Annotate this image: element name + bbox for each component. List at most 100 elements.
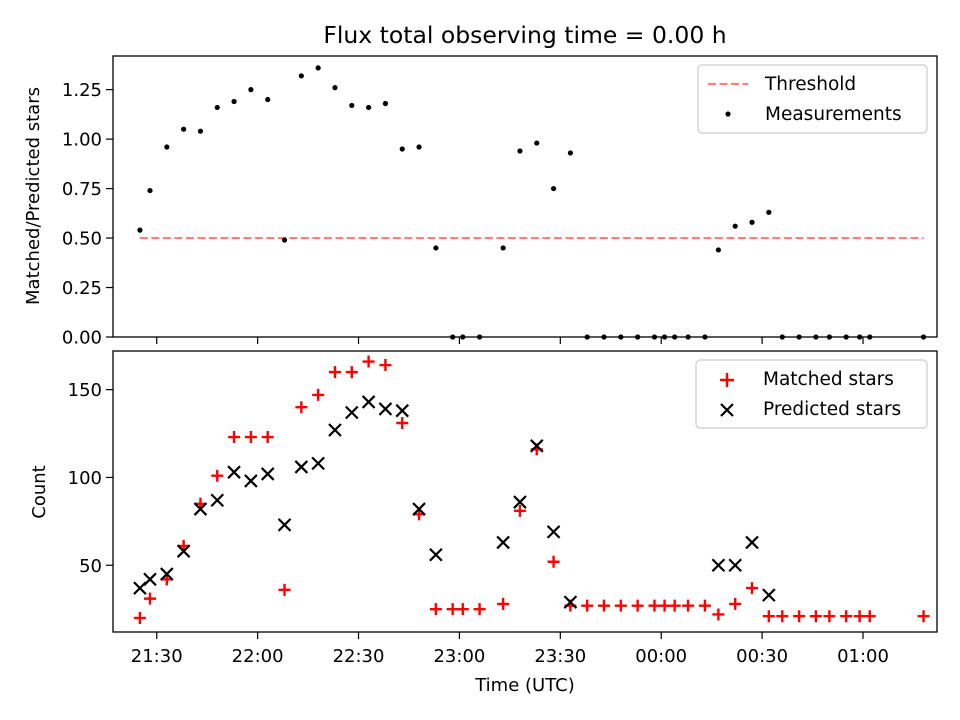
matched-stars-point xyxy=(473,603,486,616)
matched-stars-point xyxy=(668,599,681,612)
matched-stars-point xyxy=(497,597,510,610)
ratio-y-tick-label: 1.25 xyxy=(62,80,102,101)
predicted-stars-point xyxy=(260,467,275,481)
measurements-point xyxy=(715,247,721,253)
counts-plot-frame xyxy=(112,350,938,633)
matched-stars-legend-swatch xyxy=(720,373,734,387)
predicted-stars-point xyxy=(193,502,208,516)
matched-stars-point xyxy=(614,599,627,612)
matched-stars-point xyxy=(648,599,661,612)
matched-stars-point xyxy=(456,603,469,616)
predicted-stars-point xyxy=(745,535,759,550)
matched-stars-point xyxy=(776,610,789,623)
predicted-stars-point xyxy=(429,547,443,562)
legend-label-matched-stars: Matched stars xyxy=(763,369,894,390)
measurements-point xyxy=(265,96,271,103)
ratio-legend: Threshold Measurements xyxy=(697,64,928,134)
ratio-y-tick-label: 0.00 xyxy=(62,328,102,349)
predicted-stars-point xyxy=(160,567,174,581)
counts-legend-box xyxy=(695,359,928,429)
matched-stars-point xyxy=(396,417,409,430)
matched-stars-point xyxy=(598,599,611,612)
predicted-stars-point xyxy=(345,405,359,420)
counts-legend: Matched stars Predicted stars xyxy=(695,359,928,429)
matched-stars-point xyxy=(746,582,759,595)
predicted-stars-point xyxy=(143,572,157,587)
ratio-y-axis-label: Matched/Predicted stars xyxy=(23,87,44,305)
matched-stars-point xyxy=(429,603,442,616)
counts-x-tick-label: 22:30 xyxy=(333,646,385,667)
matched-stars-point xyxy=(729,597,742,610)
predicted-stars-point xyxy=(311,456,325,471)
legend-label-measurements: Measurements xyxy=(765,104,902,125)
predicted-stars-point xyxy=(176,544,191,558)
measurements-point xyxy=(332,85,338,91)
measurements-point xyxy=(749,219,755,225)
measurements-point xyxy=(416,144,422,150)
measurements-point xyxy=(366,104,372,111)
counts-y-tick-label: 50 xyxy=(79,556,102,577)
matched-stars-point xyxy=(658,599,671,612)
matched-stars-point xyxy=(853,610,866,623)
counts-x-tick-label: 01:00 xyxy=(837,646,889,667)
matched-stars-point xyxy=(823,610,836,623)
matched-stars-point xyxy=(631,599,644,612)
measurements-point xyxy=(315,65,321,71)
x-axis-label: Time (UTC) xyxy=(474,675,575,696)
predicted-stars-point xyxy=(227,465,241,479)
counts-y-axis-label: Count xyxy=(29,465,50,518)
counts-x-tick-label: 23:00 xyxy=(433,646,485,667)
counts-y-tick-label: 100 xyxy=(68,468,102,489)
matched-stars-point xyxy=(295,401,308,414)
measurements-point xyxy=(298,73,304,79)
ratio-y-tick-label: 0.75 xyxy=(62,179,102,200)
matched-stars-point xyxy=(809,610,822,623)
predicted-stars-point xyxy=(546,525,561,539)
measurements-point xyxy=(147,187,153,194)
measurements-point xyxy=(550,185,557,192)
counts-x-tick-label: 00:00 xyxy=(635,646,687,667)
matched-stars-point xyxy=(581,599,594,612)
predicted-stars-point xyxy=(277,518,292,532)
predicted-stars-point xyxy=(728,558,742,573)
matched-stars-point xyxy=(244,431,257,444)
predicted-stars-point xyxy=(513,495,527,509)
ratio-panel: Matched/Predicted stars 0.00 0.25 0.50 0.75… xyxy=(23,55,938,349)
predicted-stars-point xyxy=(244,474,258,488)
matched-stars-point xyxy=(446,603,459,616)
matched-stars-point xyxy=(328,366,341,379)
matched-stars-point xyxy=(133,611,146,624)
ratio-y-tick-label: 1.00 xyxy=(62,130,102,151)
matched-stars-point xyxy=(793,610,806,623)
measurements-point xyxy=(248,87,254,93)
counts-x-tick-label: 21:30 xyxy=(131,646,183,667)
predicted-stars-point xyxy=(563,595,578,609)
matched-stars-point xyxy=(261,431,274,444)
matched-stars-point xyxy=(362,355,375,368)
predicted-stars-point xyxy=(328,423,342,437)
predicted-stars-point xyxy=(294,460,309,474)
matched-stars-point xyxy=(312,388,325,401)
matched-stars-point xyxy=(513,504,526,517)
counts-y-tick-label: 150 xyxy=(68,380,102,401)
legend-label-threshold: Threshold xyxy=(764,74,856,95)
predicted-stars-legend-swatch xyxy=(720,403,734,417)
predicted-stars-point xyxy=(361,395,376,409)
legend-label-predicted-stars: Predicted stars xyxy=(763,399,901,420)
measurements-point xyxy=(231,98,237,105)
measurements-point xyxy=(137,227,143,233)
predicted-stars-point xyxy=(395,403,410,418)
matched-stars-point xyxy=(698,599,711,612)
predicted-stars-point xyxy=(711,558,726,573)
matched-stars-point xyxy=(863,610,876,623)
ratio-y-tick-label: 0.50 xyxy=(62,229,102,250)
measurements-point xyxy=(517,148,523,154)
measurements-point xyxy=(181,126,187,132)
measurements-point xyxy=(534,140,540,146)
matched-stars-point xyxy=(917,610,930,623)
measurements-point xyxy=(382,100,389,107)
matched-stars-point xyxy=(345,366,358,379)
matched-stars-point xyxy=(211,469,224,482)
matched-stars-point xyxy=(228,431,241,444)
measurements-point xyxy=(164,144,170,150)
